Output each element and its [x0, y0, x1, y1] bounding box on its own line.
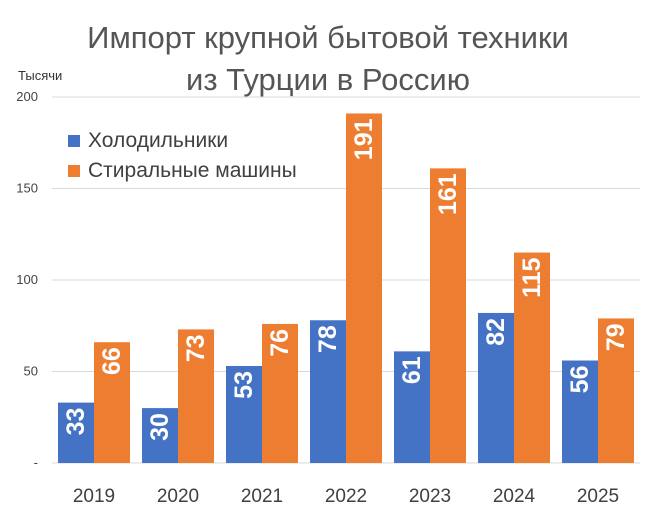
legend: Холодильники Стиральные машины [68, 126, 297, 186]
bar-value-label: 76 [266, 329, 294, 357]
x-tick-label: 2023 [409, 486, 451, 507]
legend-item-refrigerators: Холодильники [68, 126, 297, 156]
bar-value-label: 161 [434, 173, 462, 215]
bar-value-label: 53 [230, 371, 258, 399]
bar-value-label: 78 [314, 325, 342, 353]
bar-value-label: 82 [482, 318, 510, 346]
bar-refrigerators [310, 320, 346, 463]
legend-item-washing-machines: Стиральные машины [68, 156, 297, 186]
bar-refrigerators [142, 408, 178, 463]
bar-refrigerators [562, 360, 598, 463]
y-tick-label: 50 [24, 364, 38, 379]
chart-title-line1: Импорт крупной бытовой техники [87, 20, 569, 55]
bar-value-label: 30 [146, 413, 174, 441]
y-tick-label: 200 [16, 89, 38, 104]
x-tick-label: 2025 [577, 486, 619, 507]
x-tick-label: 2024 [493, 486, 536, 507]
legend-label-washing-machines: Стиральные машины [88, 159, 297, 182]
bar-value-label: 115 [518, 257, 546, 297]
bar-refrigerators [478, 312, 514, 463]
bar-washing-machines [94, 342, 130, 463]
x-tick-label: 2020 [157, 486, 199, 507]
bar-value-label: 79 [602, 323, 630, 351]
bar-washing-machines [262, 323, 298, 463]
bar-value-label: 66 [98, 347, 126, 375]
chart-title-line2: из Турции в Россию [186, 62, 470, 97]
bar-refrigerators [394, 351, 430, 463]
bar-washing-machines [430, 168, 466, 463]
bar-refrigerators [226, 366, 262, 463]
x-tick-label: 2021 [241, 486, 283, 507]
bar-washing-machines [598, 318, 634, 463]
legend-swatch-refrigerators [68, 135, 80, 147]
bar-washing-machines [178, 329, 214, 463]
y-tick-label: - [34, 455, 38, 470]
legend-label-refrigerators: Холодильники [88, 129, 229, 152]
bar-value-label: 56 [566, 366, 594, 394]
y-tick-label: 150 [16, 181, 38, 196]
bar-washing-machines [514, 252, 550, 463]
y-axis-unit-label: Тысячи [18, 68, 63, 83]
bar-value-label: 33 [62, 408, 90, 436]
bar-refrigerators [58, 402, 94, 463]
bar-value-label: 73 [182, 334, 210, 362]
legend-swatch-washing-machines [68, 165, 80, 177]
x-tick-label: 2022 [325, 486, 367, 507]
bar-value-label: 191 [350, 118, 378, 160]
x-tick-label: 2019 [73, 486, 115, 507]
bar-washing-machines [346, 113, 382, 463]
bar-value-label: 61 [398, 356, 426, 384]
y-tick-label: 100 [16, 272, 38, 287]
